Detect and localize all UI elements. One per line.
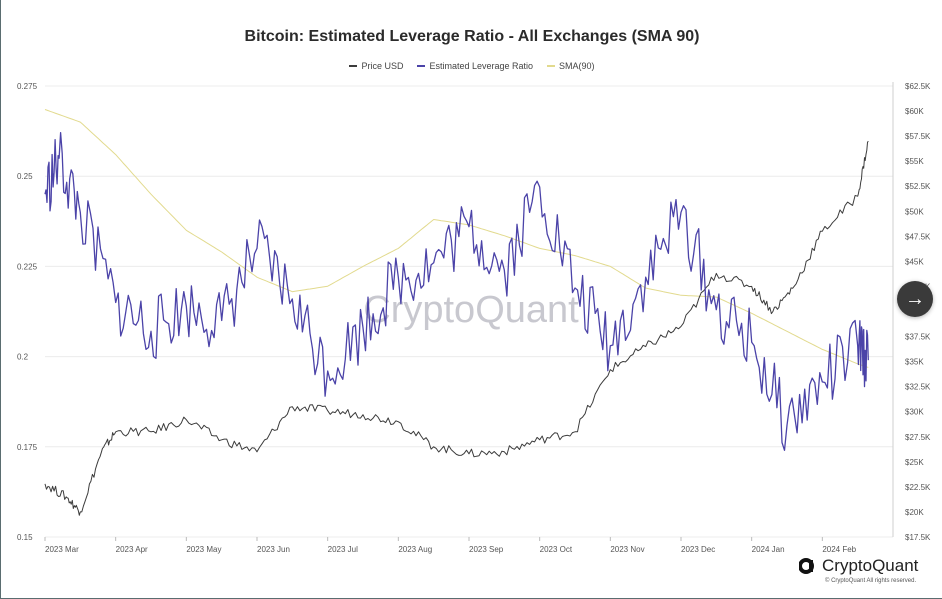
legend-item-sma[interactable]: SMA(90)	[547, 61, 595, 71]
x-tick-label: 2023 Sep	[469, 545, 504, 554]
x-tick-label: 2023 May	[186, 545, 221, 554]
right-tick-label: $50K	[905, 207, 924, 216]
legend-item-leverage[interactable]: Estimated Leverage Ratio	[417, 61, 533, 71]
chart-title: Bitcoin: Estimated Leverage Ratio - All …	[244, 28, 700, 45]
left-tick-label: 0.225	[17, 262, 38, 271]
x-tick-label: 2023 Oct	[540, 545, 573, 554]
next-arrow-button[interactable]: →	[897, 281, 933, 317]
x-tick-label: 2023 Nov	[610, 545, 644, 554]
right-tick-label: $20K	[905, 508, 924, 517]
legend-label-leverage: Estimated Leverage Ratio	[429, 61, 534, 71]
right-tick-label: $55K	[905, 157, 924, 166]
right-tick-label: $62.5K	[905, 82, 931, 91]
brand-name: CryptoQuant	[822, 556, 919, 575]
left-tick-label: 0.25	[17, 172, 33, 181]
copyright-text: © CryptoQuant All rights reserved.	[825, 578, 917, 584]
x-tick-label: 2024 Feb	[822, 545, 856, 554]
right-tick-label: $35K	[905, 358, 924, 367]
legend-swatch-sma	[547, 65, 556, 67]
x-axis-ticks: 2023 Mar 2023 Apr 2023 May 2023 Jun 2023 Jul…	[44, 537, 857, 554]
right-tick-label: $25K	[905, 458, 924, 467]
left-tick-label: 0.15	[17, 533, 33, 542]
x-tick-label: 2023 Jul	[328, 545, 358, 554]
x-tick-label: 2023 Dec	[681, 545, 715, 554]
right-tick-label: $57.5K	[905, 132, 931, 141]
x-tick-label: 2023 Jun	[257, 545, 290, 554]
cryptoquant-logo-icon	[799, 558, 814, 574]
legend-label-price: Price USD	[361, 61, 404, 71]
arrow-right-icon: →	[905, 287, 925, 310]
right-tick-label: $17.5K	[905, 533, 931, 542]
x-tick-label: 2023 Aug	[398, 545, 432, 554]
legend-label-sma: SMA(90)	[559, 61, 595, 71]
x-tick-label: 2023 Apr	[116, 545, 148, 554]
left-tick-label: 0.175	[17, 443, 38, 452]
series-line-estimated-leverage-ratio	[44, 132, 869, 451]
x-tick-label: 2023 Mar	[45, 545, 79, 554]
brand-logo-block: CryptoQuant	[799, 556, 918, 576]
right-tick-label: $52.5K	[905, 182, 931, 191]
legend-item-price[interactable]: Price USD	[349, 61, 403, 71]
series-line-price-usd	[44, 140, 869, 516]
right-tick-label: $27.5K	[905, 433, 931, 442]
left-tick-label: 0.275	[17, 82, 38, 91]
right-tick-label: $22.5K	[905, 483, 931, 492]
right-tick-label: $32.5K	[905, 383, 931, 392]
right-tick-label: $47.5K	[905, 232, 931, 241]
right-tick-label: $30K	[905, 408, 924, 417]
legend-swatch-price	[349, 65, 358, 67]
chart-legend: Price USD Estimated Leverage Ratio SMA(9…	[1, 61, 942, 71]
right-tick-label: $37.5K	[905, 333, 931, 342]
series-group	[44, 109, 869, 516]
left-axis-ticks: 0.275 0.25 0.225 0.2 0.175 0.15	[17, 82, 38, 542]
watermark: CryptoQuant	[363, 289, 579, 331]
legend-swatch-leverage	[417, 65, 426, 67]
right-tick-label: $60K	[905, 107, 924, 116]
right-tick-label: $45K	[905, 257, 924, 266]
x-tick-label: 2024 Jan	[752, 545, 785, 554]
left-tick-label: 0.2	[17, 353, 29, 362]
